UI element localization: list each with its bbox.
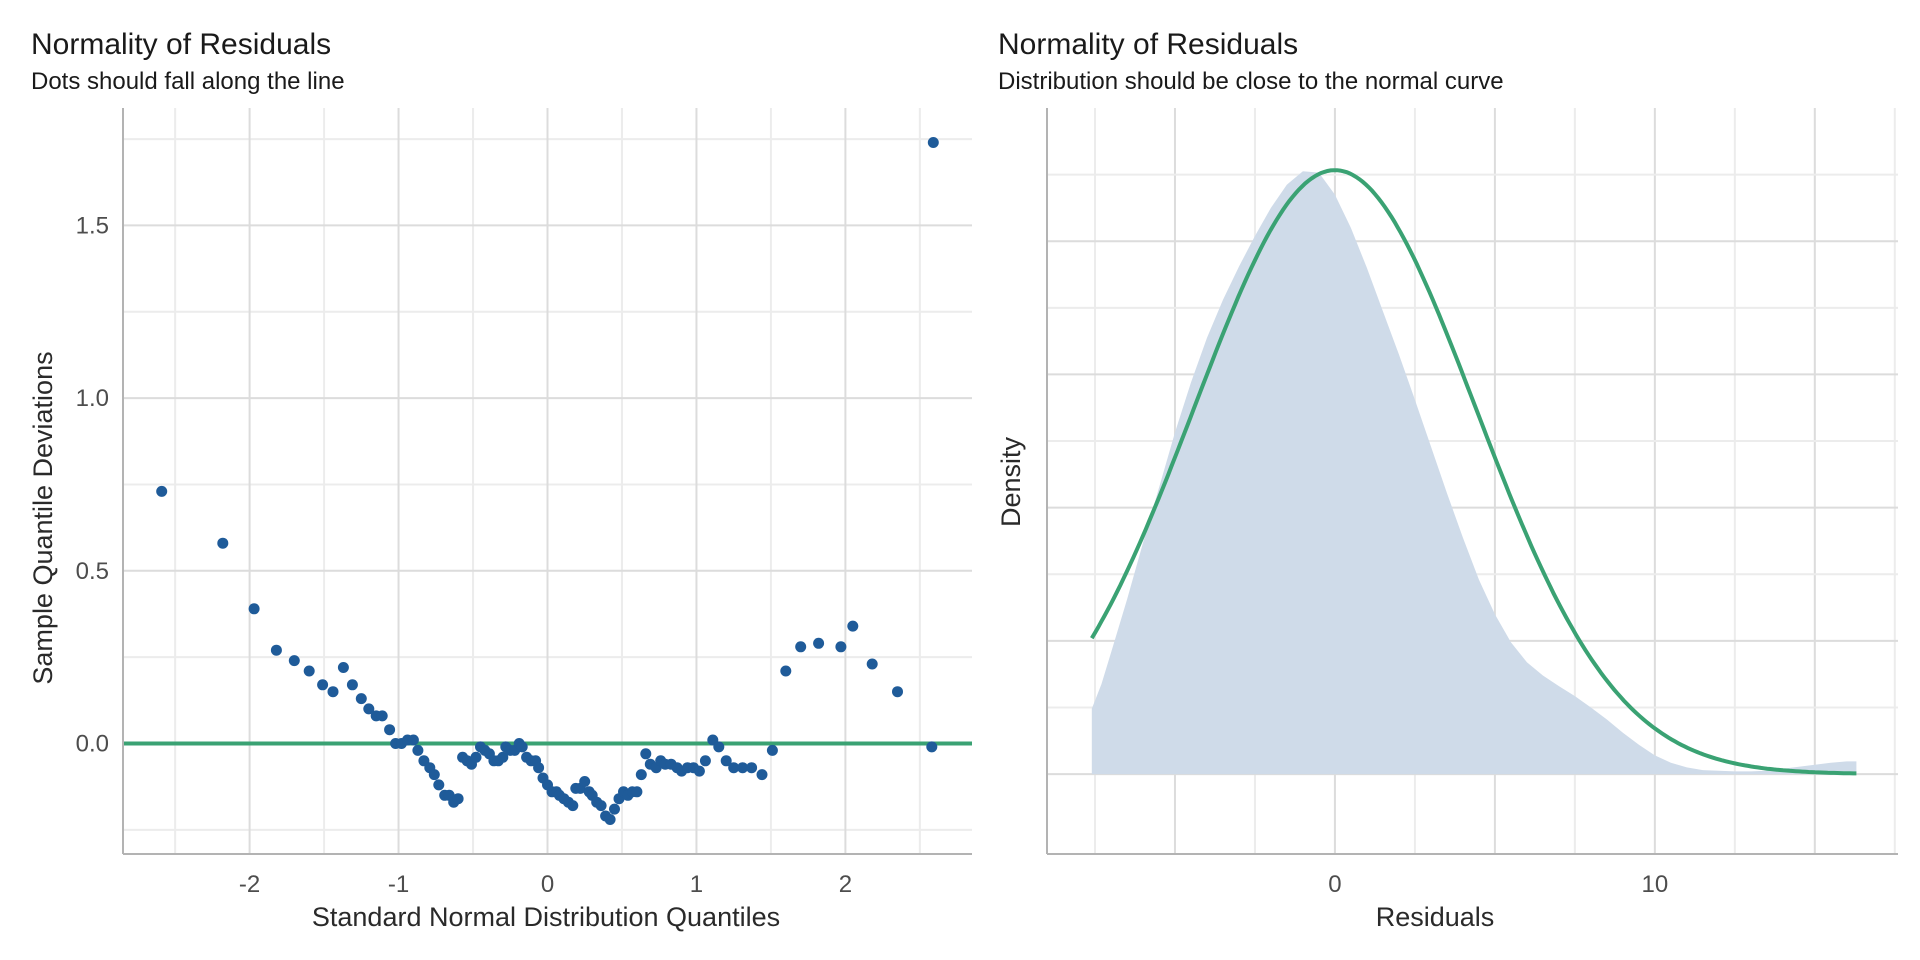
qq-point xyxy=(631,786,643,798)
qq-point xyxy=(346,679,358,691)
density-plot-title: Normality of Residuals xyxy=(998,28,1298,61)
qq-points-group xyxy=(156,137,939,825)
qq-point xyxy=(866,658,878,670)
qq-point xyxy=(699,755,711,767)
density-x-tick-label: 0 xyxy=(1328,871,1341,898)
qq-point xyxy=(927,137,939,148)
qq-point xyxy=(303,665,315,677)
qq-point xyxy=(795,641,807,653)
qq-point xyxy=(270,644,282,656)
qq-point xyxy=(728,762,740,774)
qq-x-axis-label: Standard Normal Distribution Quantiles xyxy=(312,902,780,932)
qq-point xyxy=(640,748,652,760)
qq-point xyxy=(713,741,725,753)
density-plot-panel: Normality of Residuals Distribution shou… xyxy=(996,28,1898,932)
qq-point xyxy=(847,620,859,632)
qq-point xyxy=(452,793,464,805)
qq-y-tick-label: 1.0 xyxy=(76,385,109,412)
qq-plot-title: Normality of Residuals xyxy=(31,28,331,61)
density-x-tick-label: 10 xyxy=(1642,871,1669,898)
qq-point xyxy=(384,724,396,736)
qq-point xyxy=(248,603,260,615)
qq-point xyxy=(497,751,509,763)
qq-point xyxy=(327,686,339,698)
qq-point xyxy=(217,537,229,549)
qq-point xyxy=(567,800,579,812)
qq-point xyxy=(156,485,168,497)
qq-point xyxy=(756,769,768,781)
qq-point xyxy=(470,751,482,763)
qq-point xyxy=(766,744,778,756)
qq-point xyxy=(355,693,367,705)
qq-point xyxy=(604,814,616,825)
qq-x-tick-label: -1 xyxy=(388,871,409,898)
qq-point xyxy=(288,655,300,667)
qq-point xyxy=(780,665,792,677)
qq-tick-labels: -2 -1 0 1 2 0.0 0.5 1.0 1.5 xyxy=(76,212,852,898)
density-x-axis-label: Residuals xyxy=(1376,902,1495,932)
qq-point xyxy=(533,762,545,774)
qq-x-tick-label: -2 xyxy=(239,871,260,898)
density-y-axis-label: Density xyxy=(996,436,1026,527)
qq-point xyxy=(609,803,620,815)
qq-y-tick-label: 1.5 xyxy=(76,212,109,239)
qq-point xyxy=(926,741,938,753)
qq-point xyxy=(813,637,825,649)
normal-curve-line xyxy=(1090,168,1857,776)
density-tick-labels: 0 10 xyxy=(1328,871,1668,898)
qq-point xyxy=(407,734,419,746)
qq-y-tick-label: 0.5 xyxy=(76,558,109,585)
qq-point xyxy=(412,744,424,756)
qq-point xyxy=(433,779,445,791)
qq-point xyxy=(579,776,591,787)
qq-point xyxy=(892,686,903,698)
qq-plot-panel: Normality of Residuals Dots should fall … xyxy=(28,28,972,932)
qq-point xyxy=(516,741,528,753)
qq-point xyxy=(737,762,749,774)
qq-y-tick-label: 0.0 xyxy=(76,730,109,757)
qq-point xyxy=(595,800,607,812)
qq-point xyxy=(363,703,375,715)
qq-point xyxy=(317,679,329,691)
qq-point xyxy=(693,765,705,777)
qq-point xyxy=(337,662,349,673)
density-area xyxy=(1091,171,1857,775)
density-plot-subtitle: Distribution should be close to the norm… xyxy=(998,68,1504,95)
qq-point xyxy=(376,710,388,722)
qq-point xyxy=(746,762,758,774)
qq-x-tick-label: 1 xyxy=(690,871,703,898)
qq-x-tick-label: 0 xyxy=(541,871,554,898)
qq-point xyxy=(835,641,847,653)
qq-y-axis-label: Sample Quantile Deviations xyxy=(28,351,58,684)
qq-point xyxy=(428,769,440,781)
qq-x-tick-label: 2 xyxy=(839,871,852,898)
qq-point xyxy=(720,755,732,767)
qq-plot-subtitle: Dots should fall along the line xyxy=(31,68,345,95)
qq-point xyxy=(635,769,647,781)
